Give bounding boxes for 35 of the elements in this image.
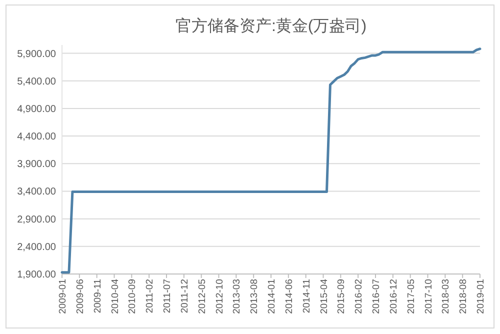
x-tick-label: 2017-05 — [406, 279, 417, 314]
y-tick-label: 5,400.00 — [17, 76, 56, 88]
x-tick-label: 2011-02 — [144, 279, 156, 314]
x-tick-label: 2009-06 — [74, 279, 86, 314]
x-tick-label: 2011-07 — [162, 279, 173, 314]
x-tick-label: 2014-01 — [266, 279, 278, 314]
x-tick-label: 2017-10 — [423, 279, 434, 314]
y-tick-label: 5,900.00 — [17, 48, 56, 60]
x-tick-label: 2016-07 — [371, 279, 382, 314]
x-tick-label: 2014-06 — [284, 279, 295, 314]
y-tick-label: 4,900.00 — [17, 104, 56, 115]
x-tick-label: 2012-05 — [196, 279, 208, 314]
x-tick-label: 2018-08 — [458, 279, 470, 314]
x-tick-label: 2009-01 — [58, 279, 68, 314]
y-tick-label: 2,900.00 — [17, 214, 56, 226]
x-tick-label: 2013-08 — [249, 279, 260, 314]
x-tick-label: 2010-09 — [127, 279, 138, 314]
y-tick-label: 3,900.00 — [17, 159, 56, 170]
y-tick-label: 3,400.00 — [17, 186, 56, 198]
x-tick-label: 2015-04 — [318, 279, 330, 314]
x-tick-label: 2015-09 — [336, 279, 348, 314]
x-tick-label: 2010-04 — [110, 279, 121, 314]
y-tick-label: 4,400.00 — [17, 132, 56, 143]
x-tick-label: 2011-12 — [179, 279, 190, 314]
x-tick-label: 2014-11 — [301, 279, 312, 314]
x-tick-label: 2013-03 — [232, 279, 243, 314]
x-tick-label: 2009-11 — [92, 279, 104, 314]
x-tick-label: 2016-12 — [388, 279, 400, 314]
y-tick-label: 1,900.00 — [17, 270, 56, 280]
x-tick-label: 2016-02 — [354, 279, 365, 314]
x-tick-label: 2018-03 — [440, 279, 452, 314]
x-tick-label: 2019-01 — [476, 279, 486, 314]
x-tick-label: 2012-10 — [214, 279, 226, 314]
y-tick-label: 2,400.00 — [17, 242, 56, 253]
chart-title: 官方储备资产:黄金(万盎司) — [175, 17, 367, 35]
